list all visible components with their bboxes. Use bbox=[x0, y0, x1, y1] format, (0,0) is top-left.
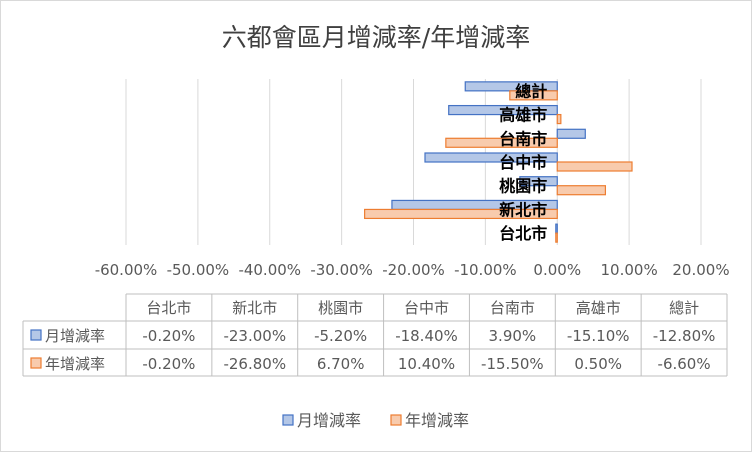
bar-monthly bbox=[424, 152, 558, 163]
x-tick-label: -30.00% bbox=[310, 261, 373, 279]
table-legend-key bbox=[30, 329, 42, 341]
table-value-cell: -15.50% bbox=[481, 355, 544, 373]
legend: 月增減率 年增減率 bbox=[282, 411, 469, 430]
category-label: 高雄市 bbox=[499, 106, 547, 125]
bar-monthly bbox=[448, 104, 558, 116]
table-value-cell: 0.50% bbox=[574, 355, 622, 373]
legend-label: 月增減率 bbox=[297, 411, 361, 430]
x-tick-label: -50.00% bbox=[167, 261, 230, 279]
bar-yearly bbox=[556, 113, 562, 125]
legend-key bbox=[282, 414, 294, 426]
table-value-cell: 3.90% bbox=[489, 327, 537, 345]
table-series-name: 年增減率 bbox=[45, 355, 105, 373]
table-value-cell: 10.40% bbox=[398, 355, 455, 373]
legend-key bbox=[390, 414, 402, 426]
table-value-cell: -0.20% bbox=[142, 355, 195, 373]
bars bbox=[364, 81, 633, 243]
table-value-cell: -12.80% bbox=[653, 327, 716, 345]
x-tick-label: 10.00% bbox=[601, 261, 658, 279]
bar-monthly bbox=[519, 176, 558, 187]
category-label: 台中市 bbox=[499, 153, 547, 172]
table-header-cell: 新北市 bbox=[232, 299, 277, 317]
x-tick-label: -60.00% bbox=[95, 261, 158, 279]
table-header-cell: 桃園市 bbox=[318, 299, 363, 317]
bar-yearly bbox=[556, 185, 607, 196]
category-label: 新北市 bbox=[499, 200, 547, 219]
category-label: 台北市 bbox=[499, 224, 547, 243]
table-header-cell: 總計 bbox=[669, 299, 699, 317]
x-tick-label: -40.00% bbox=[238, 261, 301, 279]
bar-monthly bbox=[556, 128, 586, 139]
table-value-cell: -6.60% bbox=[658, 355, 711, 373]
x-tick-label: -10.00% bbox=[454, 261, 517, 279]
table-value-cell: 6.70% bbox=[317, 355, 365, 373]
chart-title: 六都會區月增減率/年增減率 bbox=[222, 23, 530, 52]
table-header-cell: 台南市 bbox=[490, 299, 535, 317]
table-header-cell: 高雄市 bbox=[576, 299, 621, 317]
table-value-cell: -5.20% bbox=[314, 327, 367, 345]
x-tick-label: 20.00% bbox=[672, 261, 729, 279]
table-legend-key bbox=[30, 357, 42, 369]
table-series-name: 月增減率 bbox=[45, 327, 105, 345]
bar-yearly bbox=[445, 137, 558, 148]
legend-label: 年增減率 bbox=[405, 411, 469, 430]
bar-yearly bbox=[509, 90, 558, 101]
x-tick-label: 0.00% bbox=[533, 261, 581, 279]
table-header-cell: 台中市 bbox=[404, 299, 449, 317]
x-tick-label: -20.00% bbox=[382, 261, 445, 279]
table-value-cell: -18.40% bbox=[395, 327, 458, 345]
table-value-cell: -23.00% bbox=[223, 327, 286, 345]
bar-yearly bbox=[556, 161, 633, 172]
table-value-cell: -15.10% bbox=[567, 327, 630, 345]
bar-yearly bbox=[364, 208, 558, 220]
x-axis-ticks: -60.00% -50.00% -40.00% -30.00% -20.00% -10.0… bbox=[95, 261, 730, 279]
table-header-cell: 台北市 bbox=[146, 299, 191, 317]
bar-yearly bbox=[555, 232, 558, 243]
bar-monthly bbox=[555, 223, 558, 234]
table-value-cell: -26.80% bbox=[223, 355, 286, 373]
category-label: 總計 bbox=[515, 82, 547, 101]
category-label: 桃園市 bbox=[499, 177, 547, 196]
category-label: 台南市 bbox=[499, 129, 547, 148]
table-value-cell: -0.20% bbox=[142, 327, 195, 345]
category-labels: 台北市 新北市 桃園市 台中市 台南市 高雄市 總計 bbox=[499, 82, 547, 243]
